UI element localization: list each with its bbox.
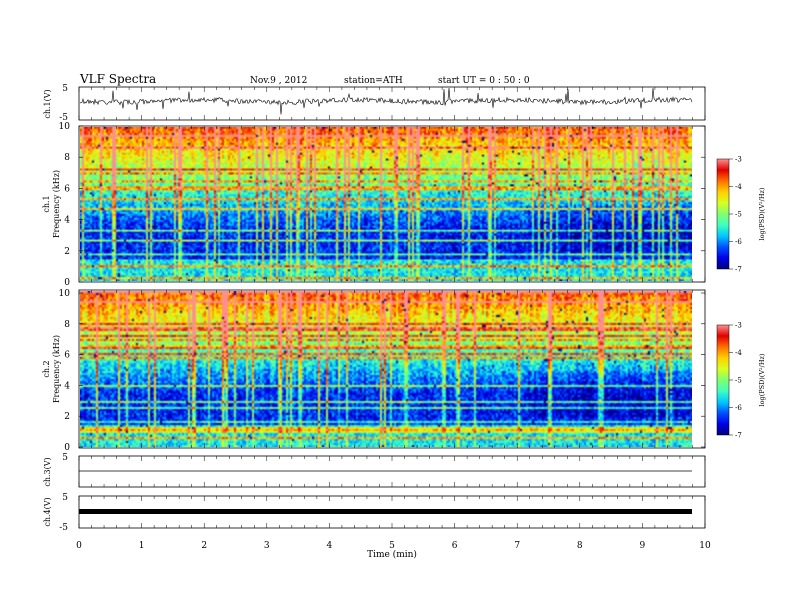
ch1-spectrogram-ytick-label: 4 <box>64 216 70 226</box>
ch1-colorbar-tick-label: -3 <box>735 156 742 164</box>
ch2-spectrogram-ytick-label: 8 <box>64 320 70 330</box>
time-axis-tick-labels: 0 1 2 3 4 5 6 7 8 9 10 <box>76 541 711 551</box>
ch2-spectrogram-image <box>80 291 692 447</box>
time-tick-label: 9 <box>640 541 646 551</box>
ch2-colorbar-tick-label: -4 <box>735 349 742 357</box>
time-tick-label: 7 <box>514 541 520 551</box>
ch1-spectrogram-ytick-label: 10 <box>59 122 71 132</box>
ch1-colorbar-label: log(PSD)(V²/Hz) <box>758 187 766 240</box>
start-time-label: start UT = 0 : 50 : 0 <box>438 76 530 86</box>
station-label: station=ATH <box>344 76 403 86</box>
time-tick-label: 8 <box>577 541 583 551</box>
ch2-spectrogram-ytick-label: 2 <box>64 412 70 422</box>
ch2-colorbar-tick-label: -7 <box>735 432 742 440</box>
ch3-ytick-top: 5 <box>62 453 68 463</box>
ch4-waveform-ylabel: ch.4(V) <box>43 497 52 526</box>
ch1-spectrogram-ytick-label: 8 <box>64 153 70 163</box>
time-tick-label: 6 <box>452 541 458 551</box>
ch2-spectrogram-ytick-label: 4 <box>64 381 70 391</box>
ch1-waveform-ylabel: ch.1(V) <box>43 89 52 118</box>
ch1-colorbar-ticks: -3 -4 -5 -6 -7 <box>729 156 742 274</box>
ch2-colorbar-tick-label: -3 <box>735 322 742 330</box>
ch1-spectrogram-ylabel-channel: ch.1 <box>42 195 51 212</box>
figure-title: VLF Spectra <box>79 72 156 86</box>
ch1-spectrogram-ytick-label: 2 <box>64 247 70 257</box>
ch2-colorbar-ticks: -3 -4 -5 -6 -7 <box>729 322 742 440</box>
ch1-spectrogram-ytick-label: 0 <box>64 278 70 288</box>
ch2-spectrogram-yticks: 0 2 4 6 8 10 <box>59 289 705 453</box>
time-tick-label: 10 <box>699 541 711 551</box>
time-tick-label: 0 <box>76 541 82 551</box>
time-tick-label: 3 <box>264 541 270 551</box>
ch1-colorbar-tick-label: -7 <box>735 266 742 274</box>
time-axis-label: Time (min) <box>367 549 417 560</box>
ch2-colorbar <box>716 324 730 436</box>
ch4-ytick-top: 5 <box>62 493 68 503</box>
ch1-colorbar-tick-label: -4 <box>735 183 742 191</box>
ch1-colorbar-tick-label: -6 <box>735 238 742 246</box>
time-tick-label: 5 <box>389 541 395 551</box>
date-label: Nov.9 , 2012 <box>250 76 307 86</box>
ch1-ytick-top: 5 <box>62 84 68 94</box>
ch1-ytick-bottom: -5 <box>59 113 68 123</box>
ch2-colorbar-tick-label: -5 <box>735 377 742 385</box>
time-tick-label: 2 <box>201 541 207 551</box>
ch1-colorbar-tick-label: -5 <box>735 211 742 219</box>
time-tick-label: 4 <box>327 541 333 551</box>
ch2-colorbar-label: log(PSD)(V²/Hz) <box>758 353 766 406</box>
ch2-spectrogram-ytick-label: 0 <box>64 443 70 453</box>
ch1-colorbar <box>716 158 730 270</box>
ch1-spectrogram-image <box>80 127 692 281</box>
ch2-spectrogram-ytick-label: 6 <box>64 351 70 361</box>
ch2-spectrogram-ylabel-channel: ch.2 <box>42 360 51 377</box>
ch4-waveform-trace <box>79 509 692 514</box>
ch2-spectrogram-ytick-label: 10 <box>59 289 71 299</box>
time-axis-ticks <box>78 87 706 528</box>
ch2-colorbar-tick-label: -6 <box>735 404 742 412</box>
ch1-spectrogram-ylabel-frequency: Frequency (kHz) <box>52 170 61 238</box>
ch3-waveform-ylabel: ch.3(V) <box>43 457 52 486</box>
ch4-ytick-bottom: -5 <box>59 523 68 533</box>
ch1-waveform-trace <box>79 87 693 115</box>
ch1-spectrogram-ytick-label: 6 <box>64 184 70 194</box>
ch1-spectrogram-yticks: 0 2 4 6 8 10 <box>59 122 705 288</box>
time-tick-label: 1 <box>139 541 145 551</box>
ch2-spectrogram-ylabel-frequency: Frequency (kHz) <box>52 335 61 403</box>
